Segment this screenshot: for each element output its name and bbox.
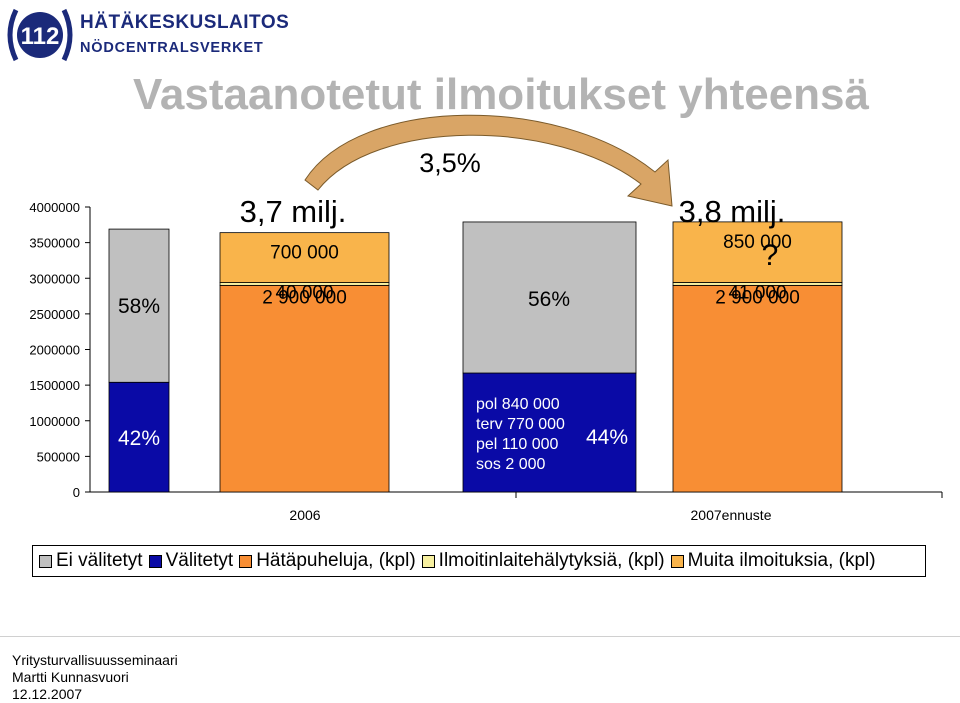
page-title: Vastaanotetut ilmoitukset yhteensä xyxy=(133,70,869,119)
bar-valitetyt xyxy=(108,381,170,493)
y-axis: 0 500000 1000000 1500000 2000000 2500000 30000… xyxy=(29,200,943,500)
legend-valitetyt: Välitetyt xyxy=(148,550,234,572)
bar-muita xyxy=(219,232,390,283)
legend-ei-valitetyt: Ei välitetyt xyxy=(39,550,143,572)
label-total: 3,8 milj. xyxy=(679,194,786,229)
y-tick-label: 0 xyxy=(73,485,80,500)
footer-author: Martti Kunnasvuori xyxy=(12,669,129,685)
label-growth: 3,5% xyxy=(419,148,481,178)
legend-ilmoitinlaite: Ilmoitinlaitehälytyksiä, (kpl) xyxy=(421,550,665,572)
legend-swatch-hatapuheluja xyxy=(239,554,253,568)
logo-line1: HÄTÄKESKUSLAITOS xyxy=(80,12,290,33)
bar-ei-valitetyt xyxy=(462,221,637,374)
logo: 112 HÄTÄKESKUSLAITOS NÖDCENTRALSVERKET xyxy=(2,2,289,62)
y-tick-label: 3000000 xyxy=(29,271,80,286)
label-hatapuheluja: 2 900 000 xyxy=(715,287,800,308)
label-breakdown: sos 2 000 xyxy=(476,456,545,473)
label-ei-valitetyt-pct: 56% xyxy=(528,288,570,311)
logo-112-icon: 112 xyxy=(7,8,73,62)
logo-line2: NÖDCENTRALSVERKET xyxy=(80,40,264,56)
legend-swatch-valitetyt xyxy=(148,554,162,568)
y-tick-label: 500000 xyxy=(37,449,80,464)
bars xyxy=(108,221,843,493)
label-breakdown: pol 840 000 xyxy=(476,396,560,413)
legend-swatch-muita xyxy=(670,554,684,568)
legend-swatch-ei-valitetyt xyxy=(39,554,52,568)
legend-hatapuheluja: Hätäpuheluja, (kpl) xyxy=(239,550,416,572)
y-tick-label: 1000000 xyxy=(29,414,80,429)
label-breakdown: pel 110 000 xyxy=(476,436,559,453)
label-muita: 700 000 xyxy=(270,243,339,264)
label-hatapuheluja: 2 900 000 xyxy=(262,287,347,308)
label-muita: 850 000 xyxy=(723,232,792,253)
legend-label: Hätäpuheluja, (kpl) xyxy=(256,550,416,571)
y-tick-label: 2000000 xyxy=(29,343,80,358)
bar-ei-valitetyt xyxy=(108,228,170,383)
y-tick-label: 3500000 xyxy=(29,236,80,251)
bar-hatapuheluja xyxy=(672,284,843,493)
svg-text:112: 112 xyxy=(21,23,60,50)
label-ilmoitinlaite: 41 000 xyxy=(728,282,786,303)
bar-hatapuheluja xyxy=(219,284,390,493)
legend-swatch-ilmoitinlaite xyxy=(421,554,435,568)
footer-divider xyxy=(0,636,960,637)
legend-label: Ilmoitinlaitehälytyksiä, (kpl) xyxy=(438,550,665,571)
y-tick-label: 4000000 xyxy=(29,200,80,215)
legend-muita: Muita ilmoituksia, (kpl) xyxy=(670,550,876,572)
label-total: 3,7 milj. xyxy=(240,194,347,229)
label-breakdown: terv 770 000 xyxy=(476,416,565,433)
chart: 0 500000 1000000 1500000 2000000 2500000 30000… xyxy=(29,114,943,523)
legend-label: Ei välitetyt xyxy=(56,550,143,571)
growth-arrow xyxy=(304,114,673,207)
bar-muita xyxy=(672,221,843,283)
y-tick-label: 1500000 xyxy=(29,378,80,393)
footer-date: 12.12.2007 xyxy=(12,686,83,702)
label-valitetyt-pct: 44% xyxy=(586,426,628,449)
label-valitetyt-pct: 42% xyxy=(118,427,160,450)
footer-event: Yritysturvallisuusseminaari xyxy=(12,652,178,668)
legend-label: Välitetyt xyxy=(165,550,234,571)
legend: Ei välitetyt Välitetyt Hätäpuheluja, (kp… xyxy=(32,545,926,577)
label-question-mark: ? xyxy=(762,239,779,272)
label-ilmoitinlaite: 40 000 xyxy=(275,283,333,304)
label-ei-valitetyt-pct: 58% xyxy=(118,295,160,318)
legend-label: Muita ilmoituksia, (kpl) xyxy=(687,550,876,571)
footer: Yritysturvallisuusseminaari Martti Kunna… xyxy=(12,652,178,703)
bar-valitetyt xyxy=(462,372,637,493)
x-tick-label: 2006 xyxy=(289,507,320,523)
y-tick-label: 2500000 xyxy=(29,307,80,322)
x-tick-label: 2007ennuste xyxy=(691,507,772,523)
